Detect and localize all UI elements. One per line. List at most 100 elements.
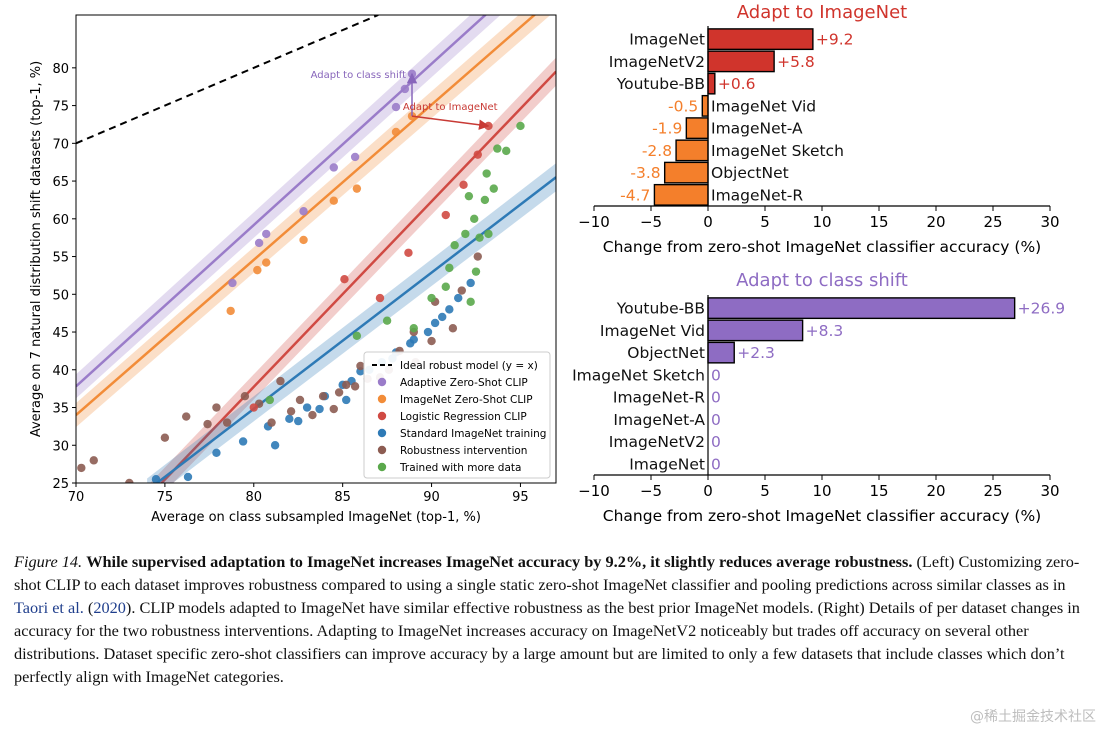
category-label-2: ObjectNet xyxy=(627,344,705,362)
y-tick-label-0: 25 xyxy=(52,477,69,492)
value-label-0: +26.9 xyxy=(1018,300,1066,318)
legend-label-3: Standard ImageNet training xyxy=(400,428,546,440)
category-label-5: ImageNet Sketch xyxy=(711,142,844,160)
bar-0 xyxy=(707,297,1016,320)
point-s5-8 xyxy=(470,214,479,224)
y-tick-label-6: 55 xyxy=(52,251,69,266)
point-s0-0 xyxy=(228,278,237,288)
point-s2-6 xyxy=(340,274,349,284)
legend-label-0: Adaptive Zero-Shot CLIP xyxy=(400,377,528,389)
value-label-6: -3.8 xyxy=(630,164,660,182)
point-s3-3 xyxy=(238,437,248,446)
legend-swatch-0 xyxy=(377,377,387,387)
point-s5-11 xyxy=(502,146,511,156)
point-s3-18 xyxy=(270,441,280,450)
point-s4-3 xyxy=(160,433,170,442)
category-label-0: ImageNet xyxy=(629,31,705,49)
point-s4-10 xyxy=(267,418,276,427)
value-label-6: 0 xyxy=(711,433,721,451)
value-label-1: +8.3 xyxy=(806,322,844,340)
point-s5-12 xyxy=(516,121,525,131)
figure-caption: Figure 14. While supervised adaptation t… xyxy=(14,552,1080,686)
point-s3-2 xyxy=(212,448,221,458)
point-s4-14 xyxy=(308,410,317,420)
legend-label-4: Robustness intervention xyxy=(400,445,527,457)
point-s5-1 xyxy=(352,331,362,341)
point-s4-18 xyxy=(350,382,360,391)
point-s3-17 xyxy=(466,278,475,288)
x-tick-label-1: 75 xyxy=(157,490,174,505)
watermark: @稀土掘金技术社区 xyxy=(970,709,1096,725)
point-s3-14 xyxy=(423,327,433,337)
x-tick-label-0: 70 xyxy=(68,490,85,505)
point-s3-25 xyxy=(342,395,351,405)
bar-chart-title: Adapt to class shift xyxy=(736,270,908,291)
bar-4 xyxy=(685,117,709,140)
x-tick-label-3: 5 xyxy=(760,482,770,500)
point-s1-3 xyxy=(299,235,308,245)
x-tick-label-7: 25 xyxy=(983,213,1002,231)
point-s2-1 xyxy=(441,210,450,220)
bar-2 xyxy=(707,341,735,364)
category-label-4: ImageNet-A xyxy=(711,120,803,138)
caption-body-start: (Left) Customizing zero-shot CLIP to eac… xyxy=(14,552,1080,594)
citation-year-link[interactable]: 2020 xyxy=(93,598,126,617)
fit-line-3 xyxy=(154,176,556,483)
point-s5-7 xyxy=(461,229,470,239)
category-label-0: Youtube-BB xyxy=(616,300,705,318)
point-s3-15 xyxy=(438,312,447,322)
value-label-7: -4.7 xyxy=(620,186,650,204)
x-tick-label-4: 10 xyxy=(812,213,831,231)
point-s2-2 xyxy=(459,180,468,190)
y-tick-label-9: 70 xyxy=(52,137,69,152)
point-s2-5 xyxy=(249,403,258,412)
point-s1-4 xyxy=(329,196,338,205)
adapt-class-shift-bar-chart: Adapt to class shift Youtube-BB +26.9 Image… xyxy=(572,270,1066,525)
annotation-label-1: Adapt to ImageNet xyxy=(403,102,498,113)
fit-line-2 xyxy=(159,70,556,483)
value-label-2: +2.3 xyxy=(737,344,775,362)
bar-3 xyxy=(701,94,709,117)
point-s3-5 xyxy=(285,414,294,424)
category-label-7: ImageNet xyxy=(629,455,705,473)
fit-band-0 xyxy=(76,15,501,399)
category-label-3: ImageNet Sketch xyxy=(572,366,705,384)
point-s0-2 xyxy=(262,229,271,239)
point-s4-24 xyxy=(448,324,458,333)
point-s2-7 xyxy=(375,293,385,303)
x-tick-label-4: 10 xyxy=(812,482,831,500)
point-s3-0 xyxy=(151,475,161,483)
legend: Ideal robust model (y = x) Adaptive Zero-… xyxy=(363,351,551,479)
point-s1-5 xyxy=(352,184,362,193)
y-tick-label-8: 65 xyxy=(52,175,69,190)
point-s3-16 xyxy=(454,293,463,303)
point-s1-1 xyxy=(253,265,262,275)
point-s5-5 xyxy=(441,282,450,291)
point-s4-2 xyxy=(125,478,134,483)
legend-swatch-2 xyxy=(377,411,387,421)
value-label-5: 0 xyxy=(711,411,721,429)
y-tick-label-5: 50 xyxy=(52,288,69,303)
point-s4-16 xyxy=(329,404,338,414)
x-tick-label-5: 15 xyxy=(869,482,888,500)
point-s4-26 xyxy=(473,252,482,261)
y-tick-label-10: 75 xyxy=(52,100,69,115)
point-s4-25 xyxy=(457,286,466,295)
point-s5-13 xyxy=(464,191,474,201)
scatter-chart: Adapt to class shift Adapt to ImageNet 70… xyxy=(29,14,557,525)
category-label-6: ImageNetV2 xyxy=(609,433,705,451)
bar-7 xyxy=(653,183,709,206)
point-s4-29 xyxy=(356,361,365,371)
legend-label-5: Trained with more data xyxy=(399,462,521,474)
x-tick-label-5: 95 xyxy=(512,490,529,505)
citation-author-link[interactable]: Taori et al. xyxy=(14,598,84,617)
point-s0-1 xyxy=(254,238,264,248)
value-label-0: +9.2 xyxy=(816,31,854,49)
bar-chart-title: Adapt to ImageNet xyxy=(737,2,907,23)
category-label-6: ObjectNet xyxy=(711,164,789,182)
point-s0-3 xyxy=(299,207,308,216)
y-tick-label-11: 80 xyxy=(52,62,69,77)
x-tick-label-2: 0 xyxy=(703,482,713,500)
point-s4-12 xyxy=(286,407,296,416)
y-tick-label-2: 35 xyxy=(52,402,69,417)
